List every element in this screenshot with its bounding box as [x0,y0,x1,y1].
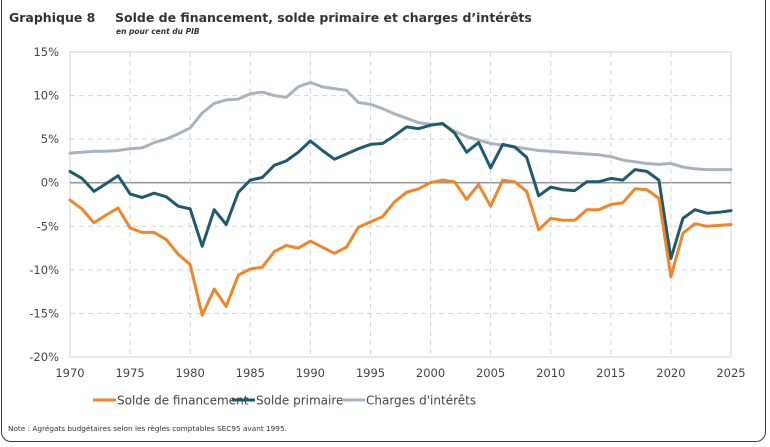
legend-item-primaire: Solde primaire [232,394,343,408]
x-tick-label: 1980 [176,366,205,380]
footnote: Note : Agrégats budgétaires selon les rè… [8,424,287,433]
figure-number: Graphique 8 [9,10,96,25]
legend: Solde de financement Solde primaire Charge… [93,394,476,408]
x-tick-label: 1975 [115,366,144,380]
legend-label-financement: Solde de financement [117,394,249,408]
y-tick-label: 10% [33,89,59,103]
x-axis-ticks: 1970 1975 1980 1985 1990 1995 2000 2005 2010 2015… [55,366,745,380]
y-tick-label: 5% [41,132,59,146]
legend-item-interets: Charges d'intérêts [342,394,476,408]
x-tick-label: 2005 [476,366,505,380]
series-line-charges-d-int-r-ts [68,81,733,172]
x-tick-label: 1990 [296,366,325,380]
y-tick-label: 0% [41,176,59,190]
series-line-solde-primaire [68,122,733,260]
legend-label-primaire: Solde primaire [256,394,343,408]
x-tick-label: 2000 [416,366,445,380]
x-tick-label: 1970 [55,366,84,380]
series-line-solde-de-financement [68,178,733,317]
y-tick-label: -20% [29,350,59,364]
x-tick-label: 1995 [356,366,385,380]
series-lines [68,81,733,317]
grid-lines [69,51,732,358]
x-tick-label: 1985 [236,366,265,380]
x-tick-label: 2020 [656,366,685,380]
x-tick-label: 2025 [716,366,745,380]
y-tick-label: -15% [29,306,59,320]
plot-area-border [69,51,732,358]
y-axis-ticks: 15% 10% 5% 0% -5% -10% -15% -20% [29,45,59,364]
legend-label-interets: Charges d'intérêts [366,394,476,408]
chart-title: Solde de financement, solde primaire et … [115,10,532,25]
x-tick-label: 2010 [536,366,565,380]
y-tick-label: 15% [33,45,59,59]
y-tick-label: -5% [37,219,59,233]
y-tick-label: -10% [29,263,59,277]
legend-item-financement: Solde de financement [93,394,249,408]
x-tick-label: 2015 [596,366,625,380]
chart-subtitle: en pour cent du PIB [116,27,200,36]
